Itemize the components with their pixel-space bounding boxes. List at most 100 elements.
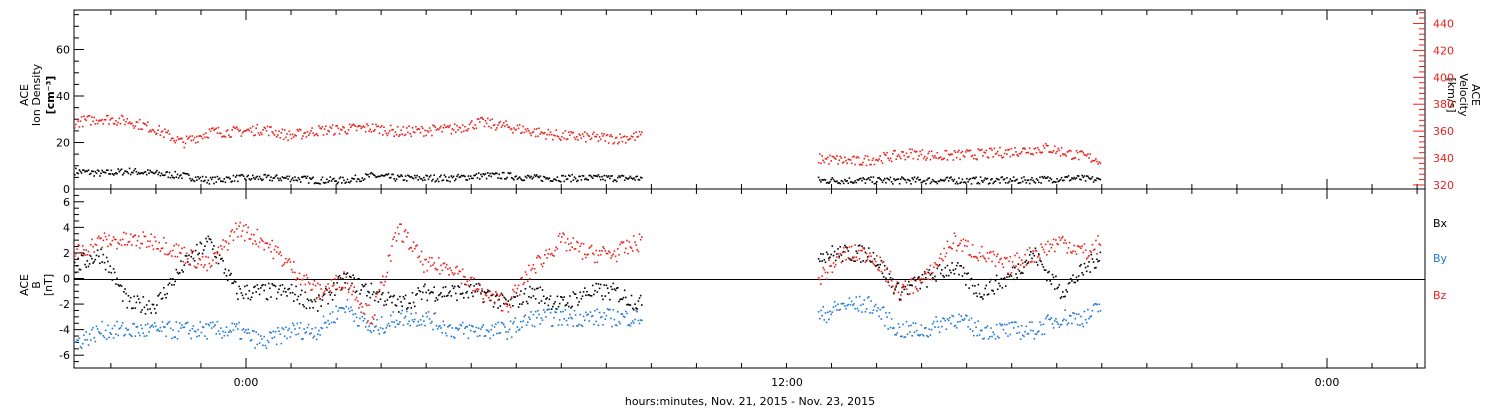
point-b2-334	[455, 266, 457, 269]
point-b0-346	[468, 285, 471, 288]
point-b0-455	[593, 293, 595, 296]
point-vel-162	[258, 134, 261, 136]
point-b0-374	[500, 292, 503, 295]
point-dens-12	[87, 169, 90, 171]
point-b1-243	[351, 309, 353, 312]
point-b1-357	[481, 326, 483, 328]
point-b2-671	[839, 252, 842, 255]
point-b0-489	[631, 307, 634, 310]
point-dens-111	[200, 180, 203, 182]
point-b2-243	[351, 293, 353, 296]
point-b2-803	[990, 251, 992, 253]
point-b2-405	[536, 256, 538, 259]
point-vel-774	[957, 151, 959, 153]
point-b1-276	[388, 325, 391, 327]
point-b2-154	[249, 238, 252, 240]
data-points	[74, 114, 1102, 349]
point-b1-397	[526, 321, 529, 323]
point-b1-740	[918, 334, 920, 337]
point-b1-237	[344, 311, 346, 313]
point-b1-233	[339, 307, 342, 309]
point-b0-890	[1089, 271, 1091, 273]
point-b0-98	[185, 255, 188, 257]
point-b0-837	[1028, 254, 1031, 256]
point-b0-123	[214, 255, 216, 258]
point-dens-484	[626, 177, 628, 180]
point-b1-284	[398, 323, 400, 325]
point-b1-387	[515, 331, 518, 333]
point-b1-40	[119, 327, 122, 329]
point-vel-317	[435, 129, 438, 131]
point-b1-336	[457, 329, 459, 331]
point-b2-346	[468, 279, 471, 281]
point-b2-137	[230, 230, 232, 233]
point-b1-201	[303, 328, 305, 330]
point-b0-742	[920, 282, 923, 284]
point-dens-654	[820, 181, 822, 183]
point-dens-674	[842, 182, 845, 185]
point-vel-377	[504, 125, 506, 127]
point-b2-208	[311, 288, 313, 291]
point-b0-121	[212, 248, 214, 250]
point-b2-862	[1057, 243, 1059, 246]
point-vel-255	[364, 130, 367, 133]
point-dens-59	[141, 172, 143, 174]
point-dens-743	[921, 181, 924, 184]
point-b2-837	[1028, 247, 1031, 249]
point-dens-1	[75, 167, 77, 170]
point-b1-329	[449, 324, 451, 326]
point-dens-182	[281, 176, 284, 178]
point-b1-22	[99, 332, 101, 335]
point-dens-213	[317, 182, 319, 184]
point-b1-696	[868, 296, 870, 298]
point-b0-487	[629, 304, 632, 306]
point-b0-33	[111, 279, 114, 281]
point-dens-129	[221, 180, 223, 183]
point-b0-776	[959, 265, 961, 267]
point-b0-27	[104, 268, 107, 271]
point-b2-96	[183, 246, 186, 249]
point-b0-458	[596, 291, 599, 293]
point-b0-783	[967, 272, 969, 274]
point-vel-767	[949, 154, 951, 156]
point-b2-794	[979, 255, 982, 258]
point-vel-22	[99, 119, 101, 121]
point-dens-676	[845, 180, 847, 182]
point-b2-69	[152, 248, 155, 251]
point-b1-310	[427, 311, 430, 313]
point-b1-178	[277, 327, 279, 329]
point-dens-747	[926, 179, 928, 181]
point-b1-704	[877, 307, 879, 309]
point-b1-97	[184, 322, 187, 325]
point-b2-261	[371, 316, 374, 318]
point-vel-822	[1011, 154, 1014, 156]
point-b0-129	[221, 257, 223, 260]
point-b2-201	[303, 274, 305, 277]
point-vel-327	[447, 125, 449, 127]
point-dens-278	[391, 173, 393, 176]
point-b1-372	[498, 332, 500, 335]
point-vel-899	[1099, 162, 1102, 165]
point-b0-119	[209, 238, 212, 241]
point-b1-830	[1020, 325, 1023, 327]
point-b1-363	[488, 330, 490, 333]
point-vel-786	[970, 155, 973, 158]
point-b1-162	[258, 342, 261, 344]
point-vel-325	[444, 126, 447, 129]
point-dens-866	[1062, 179, 1064, 182]
point-b0-25	[102, 253, 105, 256]
point-dens-828	[1018, 182, 1021, 184]
point-vel-353	[476, 118, 479, 120]
point-dens-306	[423, 176, 425, 179]
point-vel-96	[183, 146, 186, 149]
point-dens-702	[874, 182, 877, 185]
point-vel-705	[878, 158, 880, 160]
point-b2-213	[317, 282, 319, 285]
point-dens-796	[982, 181, 984, 183]
point-b1-353	[476, 335, 479, 338]
point-b0-722	[897, 282, 900, 284]
point-dens-727	[903, 178, 905, 180]
point-b0-395	[524, 288, 527, 290]
point-b1-726	[902, 323, 904, 326]
point-b1-331	[451, 327, 454, 329]
